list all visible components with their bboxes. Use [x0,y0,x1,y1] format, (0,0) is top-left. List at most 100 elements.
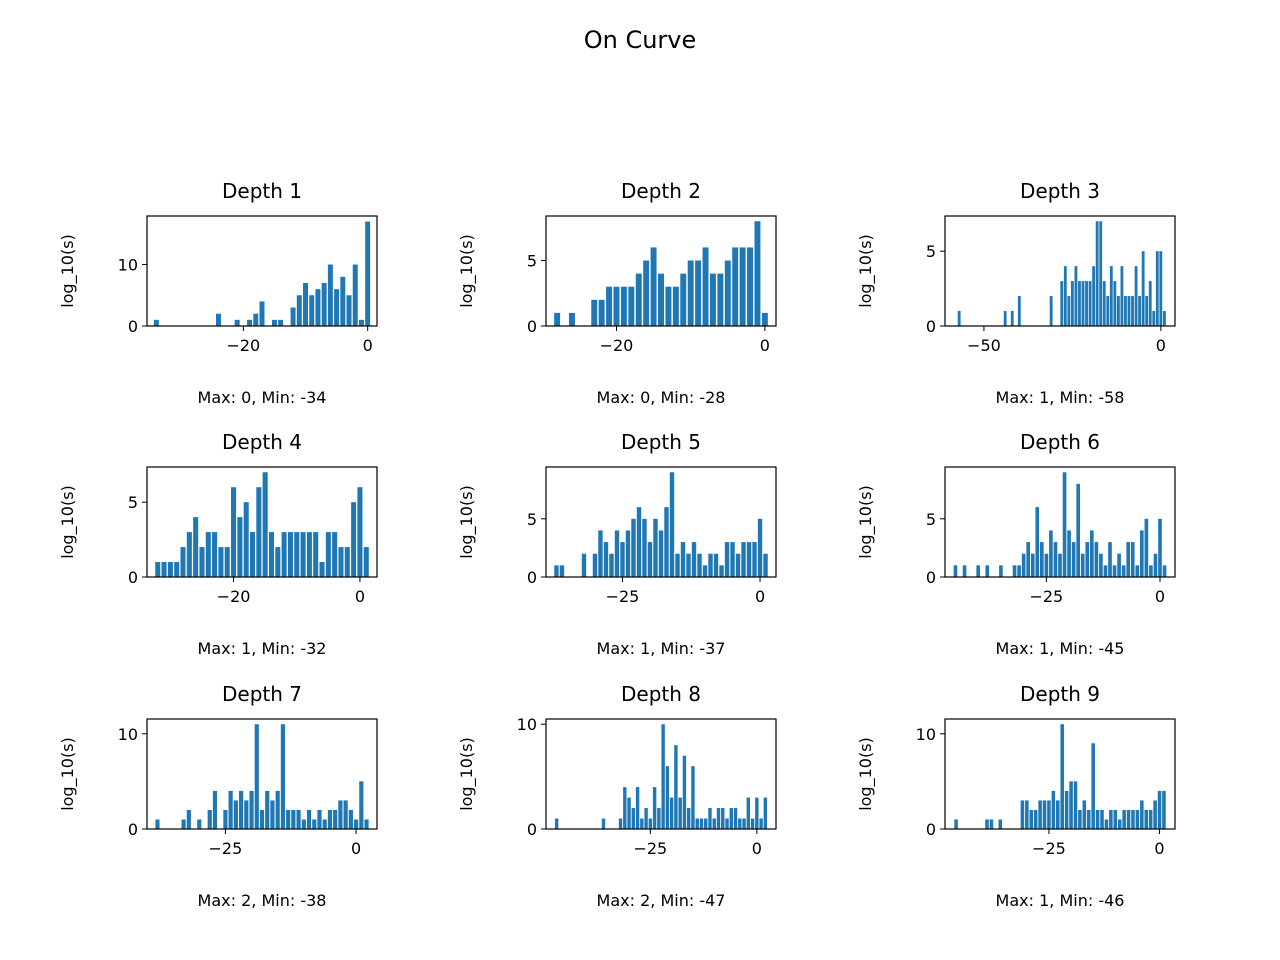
bar [300,532,306,577]
y-tick-label: 0 [926,317,936,336]
bar [702,565,708,577]
bar [1017,565,1021,577]
bar [1073,781,1078,829]
bar [695,260,702,326]
x-tick-label: 0 [755,587,765,606]
subplot-title: Depth 1 [222,179,302,203]
bar [1012,565,1017,577]
bar [757,518,763,577]
bar [1144,518,1149,577]
bar [301,819,306,829]
subplot-title: Depth 5 [621,430,701,454]
x-tick-label: −20 [226,336,260,355]
bar [1070,281,1074,326]
bar [1159,251,1163,326]
bar [280,724,285,829]
bar [1081,281,1085,326]
y-tick-label: 5 [527,510,537,529]
bar [603,542,609,577]
bar [761,312,768,326]
bar [253,313,259,326]
bar [1076,483,1080,577]
x-axis-label: Max: 1, Min: -37 [597,639,726,658]
bar [680,542,686,577]
x-axis-label: Max: 1, Min: -58 [996,388,1125,407]
bar [1102,281,1106,326]
bar [682,755,687,829]
bar [640,818,644,829]
bar [598,299,605,326]
bar [1106,296,1110,326]
bar [752,542,757,577]
figure-title: On Curve [584,26,697,54]
subplot-9: −25 0 0 10 Depth 9 log_10(s) Max: 1, Min: -46 [856,682,1176,910]
bar [315,289,321,326]
y-tick-label: 5 [926,510,936,529]
x-tick-label: 0 [1156,336,1166,355]
bar [1148,281,1152,326]
bar [763,797,768,829]
bar [1030,553,1035,577]
x-tick-label: 0 [752,839,762,858]
bar [216,313,221,326]
bar [719,565,724,577]
bar [344,547,350,577]
subplot-title: Depth 4 [222,430,302,454]
x-axis-label: Max: 2, Min: -38 [198,891,327,910]
bar [155,819,160,829]
y-tick-label: 0 [128,820,138,839]
subplot-4: −20 0 0 5 Depth 4 log_10(s) Max: 1, Min: -32 [58,430,378,658]
bar [620,542,625,577]
bar [1051,790,1056,829]
bar [669,797,674,829]
bar [243,502,249,577]
bar [709,273,716,326]
bar [601,818,606,829]
bar [233,800,238,829]
bar [631,808,636,829]
bar [713,553,719,577]
bar [319,562,325,577]
bar [199,547,205,577]
bar [237,517,243,577]
bar [724,542,730,577]
axes-frame [545,718,777,830]
bar [218,547,224,577]
bar [1026,542,1030,577]
bar [1108,542,1112,577]
bar [569,312,575,326]
bar [1130,542,1135,577]
bar [174,562,180,577]
bar [735,553,741,577]
bar [635,273,642,326]
bar [313,532,319,577]
y-tick-label: 0 [926,568,936,587]
bar [1078,281,1081,326]
bar [725,818,729,829]
bar [1042,800,1047,829]
bar [708,808,712,829]
bar [354,819,359,829]
bar [1067,530,1071,577]
bar [249,532,256,577]
bar [1109,266,1113,326]
bar [724,260,731,326]
bar [721,808,725,829]
bar [265,790,270,829]
y-tick-label: 10 [517,715,537,734]
bar [680,273,687,326]
bar [747,247,753,326]
bar [1131,809,1135,829]
bar [674,745,678,829]
bar [180,547,186,577]
bar [1153,800,1157,829]
axes-frame [944,466,1176,578]
bar [1135,809,1140,829]
bar [755,797,759,829]
y-axis-label: log_10(s) [856,234,876,308]
bar [231,487,237,577]
bar [244,800,249,829]
bar [643,260,650,326]
